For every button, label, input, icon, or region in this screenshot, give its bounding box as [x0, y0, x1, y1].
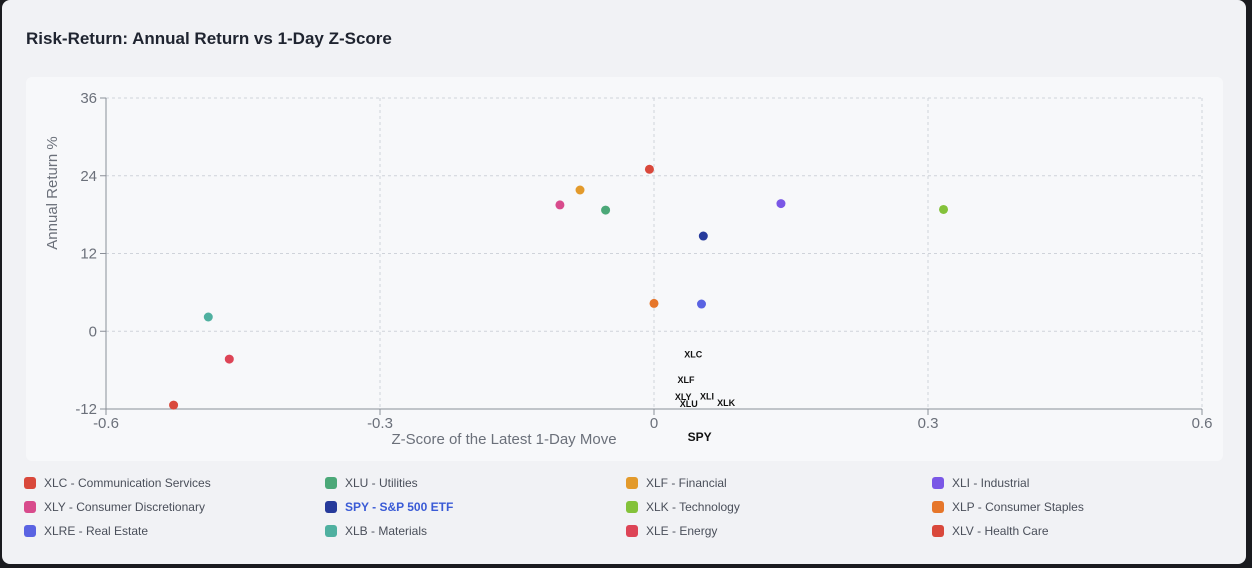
data-point [644, 164, 654, 174]
legend-item[interactable]: XLC - Communication Services [24, 476, 325, 490]
legend-swatch [626, 477, 638, 489]
legend-item[interactable]: XLP - Consumer Staples [932, 500, 1232, 514]
legend-item[interactable]: XLE - Energy [626, 524, 932, 538]
x-tick-label: 0.6 [1192, 415, 1213, 432]
y-tick-label: 36 [80, 90, 97, 107]
legend-label: SPY - S&P 500 ETF [345, 500, 454, 514]
x-axis-title: Z-Score of the Latest 1-Day Move [391, 431, 616, 448]
point-label: XLI [700, 391, 714, 401]
legend-item[interactable]: XLF - Financial [626, 476, 932, 490]
data-point [169, 400, 179, 410]
legend-label: XLY - Consumer Discretionary [44, 500, 205, 514]
point-label: XLF [677, 375, 695, 385]
legend-swatch [24, 477, 36, 489]
data-point [555, 200, 565, 210]
legend-item[interactable]: XLK - Technology [626, 500, 932, 514]
legend-label: XLC - Communication Services [44, 476, 211, 490]
legend-item[interactable]: XLI - Industrial [932, 476, 1232, 490]
point-label: XLY [675, 392, 692, 402]
plot-panel [26, 77, 1223, 461]
data-point [575, 185, 585, 195]
legend-swatch [325, 501, 337, 513]
legend-label: XLRE - Real Estate [44, 524, 149, 538]
legend-label: XLI - Industrial [952, 476, 1030, 490]
data-point [696, 299, 706, 309]
data-point [939, 204, 949, 214]
legend-swatch [24, 525, 36, 537]
legend-item[interactable]: SPY - S&P 500 ETF [325, 500, 626, 514]
y-tick-label: 24 [80, 168, 97, 185]
legend-swatch [325, 525, 337, 537]
point-label: XLU [680, 399, 698, 409]
data-point [649, 298, 659, 308]
legend-swatch [626, 525, 638, 537]
legend-swatch [626, 501, 638, 513]
legend-label: XLF - Financial [646, 476, 727, 490]
legend: XLC - Communication Services XLU - Utilit… [24, 476, 1234, 538]
point-label: SPY [688, 430, 712, 444]
legend-item[interactable]: XLB - Materials [325, 524, 626, 538]
point-label: XLK [717, 398, 736, 408]
legend-swatch [932, 477, 944, 489]
legend-label: XLP - Consumer Staples [952, 500, 1084, 514]
legend-label: XLE - Energy [646, 524, 718, 538]
legend-label: XLB - Materials [345, 524, 428, 538]
data-point [224, 354, 234, 364]
data-point [601, 205, 611, 215]
legend-swatch [325, 477, 337, 489]
legend-label: XLU - Utilities [345, 476, 418, 490]
legend-swatch [932, 525, 944, 537]
chart-title: Risk-Return: Annual Return vs 1-Day Z-Sc… [26, 29, 392, 48]
legend-item[interactable]: XLY - Consumer Discretionary [24, 500, 325, 514]
y-tick-label: 0 [89, 323, 97, 340]
x-tick-label: -0.3 [367, 415, 393, 432]
y-axis-title: Annual Return % [44, 136, 61, 249]
y-tick-label: -12 [75, 401, 97, 418]
legend-item[interactable]: XLRE - Real Estate [24, 524, 325, 538]
data-point [698, 231, 708, 241]
y-tick-label: 12 [80, 246, 97, 263]
x-tick-label: 0 [650, 415, 658, 432]
data-point [776, 199, 786, 209]
x-tick-label: -0.6 [93, 415, 119, 432]
legend-swatch [932, 501, 944, 513]
scatter-chart: -0.6 -0.3 0 0.3 0.6 36 24 12 0 -12 Z-Score of the … [44, 90, 1213, 448]
legend-swatch [24, 501, 36, 513]
legend-item[interactable]: XLU - Utilities [325, 476, 626, 490]
legend-label: XLV - Health Care [952, 524, 1049, 538]
x-tick-label: 0.3 [918, 415, 939, 432]
point-label: XLC [684, 349, 703, 359]
data-point [203, 312, 213, 322]
legend-label: XLK - Technology [646, 500, 740, 514]
legend-item[interactable]: XLV - Health Care [932, 524, 1232, 538]
